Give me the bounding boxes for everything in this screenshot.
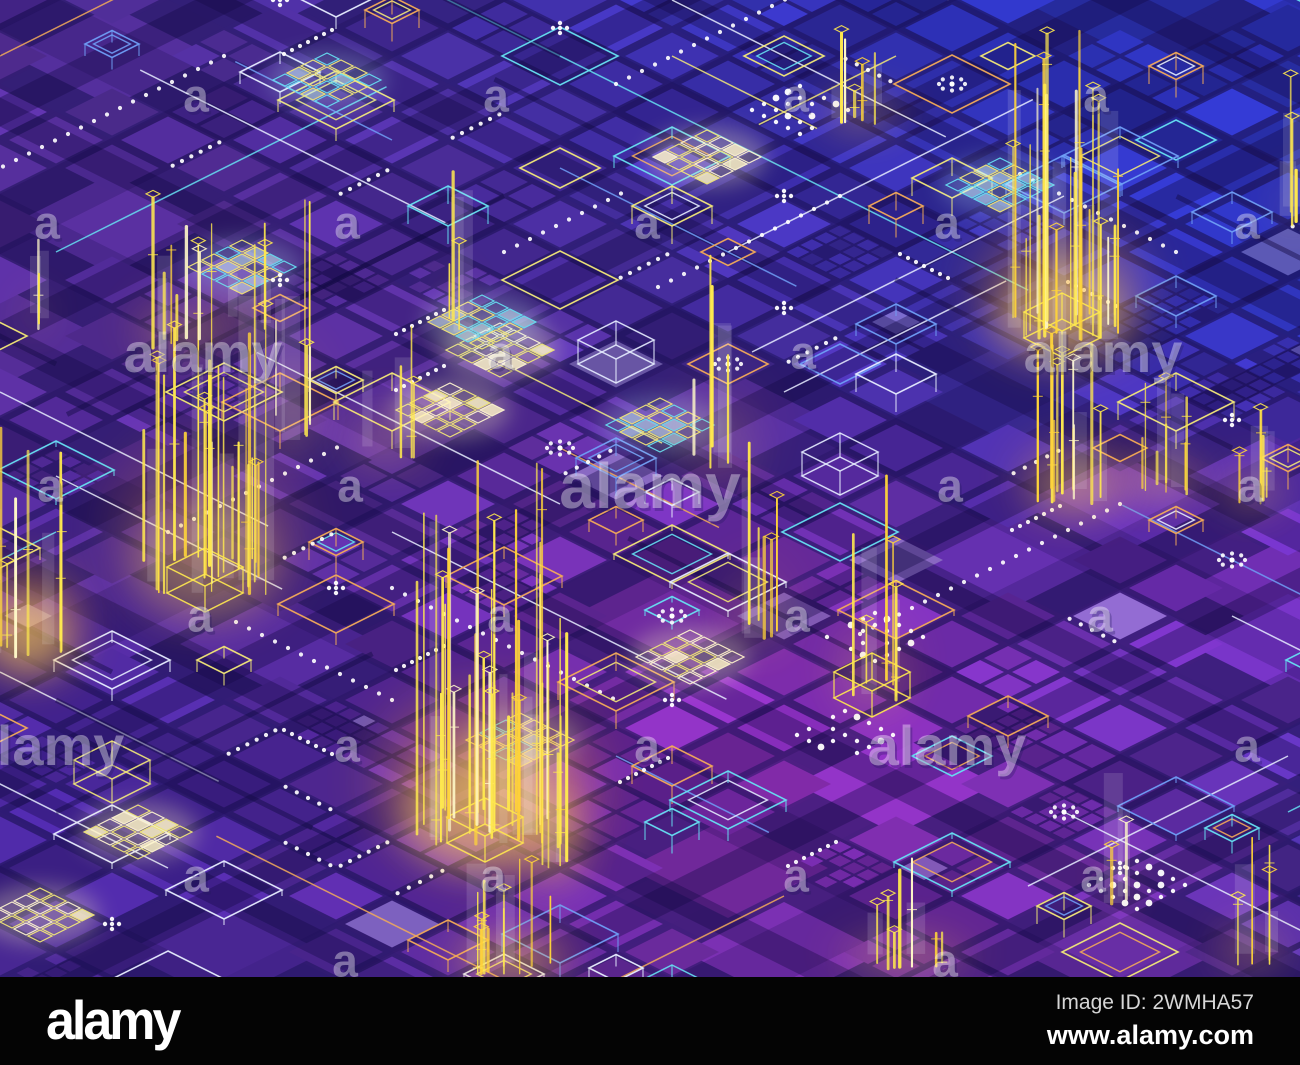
- watermark-shadow: a: [489, 593, 515, 645]
- watermark-shadow: a: [934, 938, 960, 977]
- watermark-shadow: a: [636, 200, 662, 252]
- watermark-text: alamy: [124, 321, 283, 384]
- watermark-text: a: [34, 197, 60, 249]
- watermark-text: a: [187, 590, 213, 642]
- watermark-text: a: [783, 70, 809, 122]
- watermark-text: a: [337, 460, 363, 512]
- watermark-shadow: a: [786, 593, 812, 645]
- watermark-text: a: [1237, 460, 1263, 512]
- watermark-shadow: a: [792, 330, 818, 382]
- watermark-shadow: a: [1236, 200, 1262, 252]
- watermark-shadow: a: [1239, 463, 1265, 515]
- watermark-text: alamy: [559, 450, 741, 522]
- watermark-text: a: [1234, 720, 1260, 772]
- watermark-shadow: a: [482, 853, 508, 905]
- watermark-text: alamy: [868, 714, 1027, 777]
- watermark-text: a: [932, 935, 958, 977]
- watermark-shadow: a: [334, 938, 360, 977]
- watermark-text: alamy: [0, 714, 124, 777]
- watermark-text: a: [487, 327, 513, 379]
- watermark-text: a: [937, 460, 963, 512]
- watermark-shadow: a: [336, 723, 362, 775]
- watermark-shadow: a: [785, 853, 811, 905]
- watermark-text: a: [790, 327, 816, 379]
- watermark-shadow: alamy: [561, 453, 743, 525]
- watermark-shadow: a: [636, 723, 662, 775]
- watermark-shadow: a: [339, 463, 365, 515]
- footer-meta: Image ID: 2WMHA57 www.alamy.com: [1047, 991, 1254, 1051]
- watermark-shadow: alamy: [870, 717, 1029, 780]
- watermark-text: a: [634, 720, 660, 772]
- watermark-shadow: a: [185, 73, 211, 125]
- watermark-text: a: [480, 850, 506, 902]
- footer-bar: alamy Image ID: 2WMHA57 www.alamy.com: [0, 977, 1300, 1065]
- watermark-shadow: a: [189, 593, 215, 645]
- watermark-shadow: alamy: [126, 324, 285, 387]
- watermark-shadow: alamy: [0, 717, 126, 780]
- watermark-shadow: alamy: [1026, 324, 1185, 387]
- watermark-shadow: a: [336, 200, 362, 252]
- artwork-isometric-grid: a a a a a a a a a a a a a a a a a a alamy alamy a a a a alamy ala…: [0, 0, 1300, 977]
- watermark-shadow: a: [936, 200, 962, 252]
- watermark-text: a: [483, 70, 509, 122]
- watermark-shadow: a: [36, 200, 62, 252]
- watermark-text: a: [332, 935, 358, 977]
- watermark-shadow: a: [1085, 73, 1111, 125]
- watermark-text: a: [934, 197, 960, 249]
- watermark-shadow: a: [939, 463, 965, 515]
- image-id: Image ID: 2WMHA57: [1055, 991, 1254, 1014]
- watermark-text: a: [183, 70, 209, 122]
- alamy-url: www.alamy.com: [1046, 1020, 1254, 1050]
- watermark-text: a: [1083, 70, 1109, 122]
- watermark-shadow: a: [1236, 723, 1262, 775]
- watermark-layer: a a a a a a a a a a a a a a a a a a alamy alamy a a a a alamy ala…: [0, 70, 1265, 977]
- watermark-text: a: [334, 197, 360, 249]
- watermark-shadow: a: [185, 853, 211, 905]
- watermark-shadow: a: [485, 73, 511, 125]
- watermark-text: a: [1087, 590, 1113, 642]
- watermark-text: a: [183, 850, 209, 902]
- watermark-shadow: a: [489, 330, 515, 382]
- watermark-text: alamy: [1024, 321, 1183, 384]
- alamy-logo: alamy: [46, 990, 181, 1052]
- watermark-text: a: [1080, 850, 1106, 902]
- watermark-shadow: a: [1082, 853, 1108, 905]
- watermark-text: a: [783, 850, 809, 902]
- watermark-shadow: a: [1089, 593, 1115, 645]
- watermark-shadow: a: [785, 73, 811, 125]
- watermark-shadow: a: [39, 463, 65, 515]
- watermark-text: a: [37, 460, 63, 512]
- watermark-text: a: [634, 197, 660, 249]
- scene-canvas: a a a a a a a a a a a a a a a a a a alamy alamy a a a a alamy ala…: [0, 0, 1300, 977]
- watermark-text: a: [334, 720, 360, 772]
- watermark-text: a: [487, 590, 513, 642]
- glow-bar-layer: [0, 25, 1300, 977]
- watermark-text: a: [784, 590, 810, 642]
- watermark-text: a: [1234, 197, 1260, 249]
